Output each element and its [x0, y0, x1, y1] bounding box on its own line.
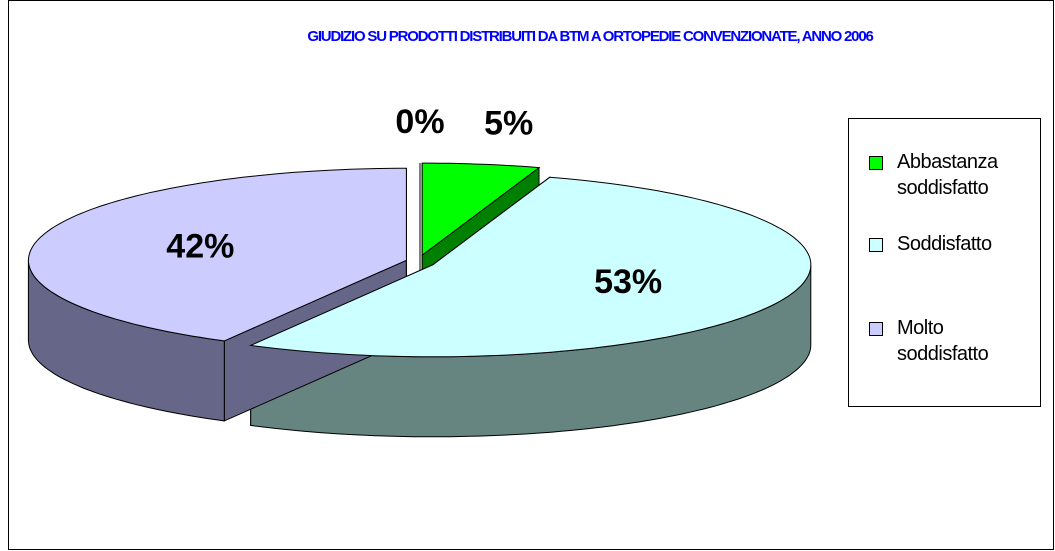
legend-label: Molto soddisfatto: [897, 317, 989, 365]
slice: [248, 176, 812, 358]
legend-entry: Molto soddisfatto: [869, 315, 1039, 367]
legend: Abbastanza soddisfatto Soddisfatto Molto s…: [848, 118, 1041, 407]
data-label: 42%: [166, 227, 234, 265]
data-label: 0%: [395, 103, 444, 141]
legend-label: Abbastanza soddisfatto: [897, 151, 998, 199]
legend-swatch: [869, 322, 883, 336]
data-label: 53%: [594, 263, 662, 301]
data-label: 5%: [484, 105, 533, 143]
slice: [421, 162, 541, 257]
frame: [8, 0, 1054, 550]
legend-entry: Abbastanza soddisfatto: [869, 149, 1039, 201]
chart-title: GIUDIZIO SU PRODOTTI DISTRIBUITI DA BTM …: [307, 28, 873, 45]
legend-entry: Soddisfatto: [869, 231, 1039, 257]
legend-swatch: [869, 156, 883, 170]
legend-label: Soddisfatto: [897, 233, 992, 255]
slice: [27, 167, 407, 342]
legend-swatch: [869, 238, 883, 252]
